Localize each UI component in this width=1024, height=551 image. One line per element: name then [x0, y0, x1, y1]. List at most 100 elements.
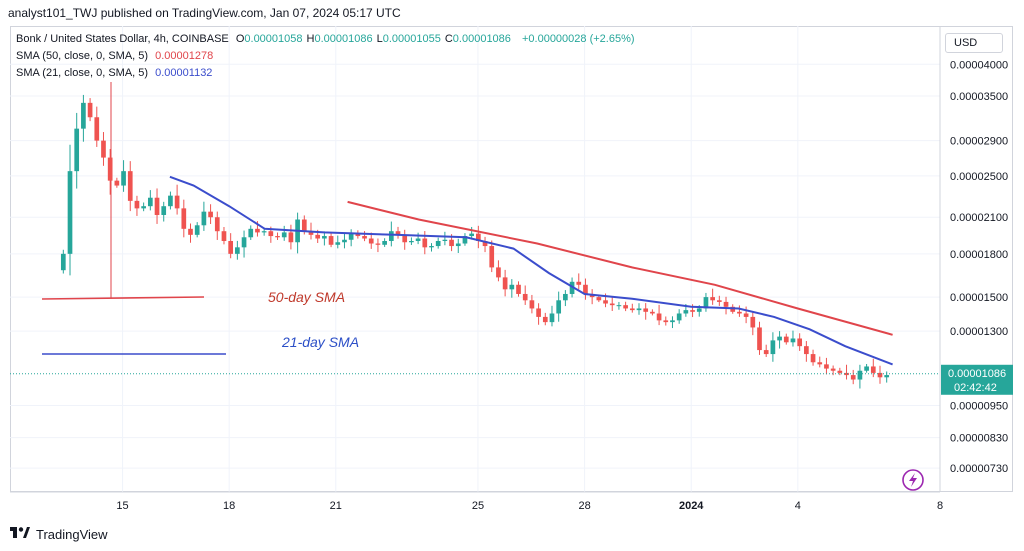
legend-symbol-row: Bonk / United States Dollar, 4h, COINBAS… — [16, 33, 635, 45]
candle-body-17 — [174, 195, 180, 209]
y-tick-label-6: 0.00001500 — [950, 292, 1008, 304]
y-tick-label-8: 0.00000950 — [950, 401, 1008, 413]
candle-body-76 — [569, 281, 575, 294]
chart-frame — [10, 26, 1013, 492]
grid-lines — [10, 26, 941, 492]
y-tick-label-0: 0.00004000 — [950, 59, 1008, 71]
candle-body-43 — [348, 233, 354, 240]
candle-body-19 — [188, 228, 193, 235]
candle-body-98 — [716, 300, 722, 302]
candle-body-64 — [489, 246, 495, 268]
candle-body-120 — [864, 366, 869, 371]
candle-body-75 — [563, 293, 568, 301]
candle-body-16 — [168, 195, 173, 207]
candle-body-93 — [683, 310, 689, 314]
publisher-line: analyst101_TWJ published on TradingView.… — [8, 6, 401, 20]
candle-body-89 — [656, 313, 662, 321]
candle-body-113 — [817, 362, 823, 365]
legend-sma21-row: SMA (21, close, 0, SMA, 5) 0.00001132 — [16, 67, 212, 79]
candle-body-33 — [281, 232, 287, 238]
candle-body-92 — [676, 313, 682, 321]
candle-body-51 — [402, 234, 408, 243]
candle-body-46 — [368, 238, 374, 244]
candle-body-88 — [650, 311, 655, 314]
y-tick-label-1: 0.00003500 — [950, 91, 1008, 103]
candle-body-83 — [616, 305, 622, 307]
candle-body-96 — [703, 297, 709, 309]
y-tick-label-5: 0.00001800 — [950, 249, 1008, 261]
last-price-value: 0.00001086 — [948, 368, 1006, 380]
candle-body-20 — [194, 225, 200, 235]
candle-body-104 — [757, 327, 762, 351]
candle-body-68 — [516, 284, 521, 294]
sma50-label: SMA (50, close, 0, SMA, 5) — [16, 50, 149, 62]
candle-body-107 — [777, 336, 782, 341]
candle-body-60 — [462, 236, 468, 244]
candle-body-81 — [603, 300, 608, 304]
candle-body-24 — [221, 231, 227, 241]
footer-brand: TradingView — [10, 527, 108, 542]
sma21-annotation: 21-day SMA — [281, 334, 359, 350]
candle-body-10 — [127, 171, 133, 201]
candle-body-9 — [121, 171, 126, 186]
candle-body-122 — [877, 372, 883, 378]
candle-body-11 — [134, 200, 140, 209]
candle-body-82 — [609, 303, 615, 306]
candles — [60, 94, 890, 389]
legend-sma50-row: SMA (50, close, 0, SMA, 5) 0.00001278 — [16, 50, 213, 62]
last-price-tag: 0.00001086 02:42:42 — [941, 364, 1013, 395]
candle-body-23 — [214, 217, 220, 232]
candle-body-29 — [255, 228, 260, 233]
candle-body-118 — [850, 375, 856, 380]
candle-body-44 — [355, 233, 361, 237]
y-tick-label-2: 0.00002900 — [950, 136, 1008, 148]
candle-body-110 — [797, 338, 803, 347]
currency-button[interactable]: USD — [945, 33, 1003, 53]
time-axis: 15 18 21 25 28 2024 4 8 — [116, 500, 943, 512]
candle-body-115 — [830, 368, 836, 371]
candle-body-117 — [844, 372, 849, 376]
candle-body-87 — [643, 308, 649, 312]
lightning-icon[interactable] — [902, 469, 924, 491]
candle-body-27 — [241, 237, 247, 248]
candle-body-103 — [750, 316, 756, 328]
x-tick-label-1: 18 — [223, 500, 235, 512]
candle-body-38 — [315, 234, 321, 239]
ohlc-o: O0.00001058 — [235, 33, 303, 45]
candle-body-26 — [235, 247, 240, 254]
candle-body-4 — [87, 102, 93, 118]
candle-body-13 — [147, 197, 153, 207]
candle-body-102 — [743, 313, 749, 317]
candle-body-95 — [696, 308, 702, 312]
candle-body-99 — [723, 301, 729, 307]
candle-body-42 — [342, 239, 347, 243]
candle-body-48 — [382, 240, 387, 245]
candle-body-69 — [522, 293, 528, 301]
candle-body-70 — [529, 300, 535, 309]
candle-body-12 — [141, 206, 146, 209]
y-tick-label-9: 0.00000830 — [950, 433, 1008, 445]
candle-body-67 — [509, 284, 515, 290]
legend-change: +0.00000028 (+2.65%) — [521, 33, 635, 45]
candle-body-90 — [663, 320, 669, 323]
candle-body-74 — [556, 300, 562, 314]
candle-body-72 — [542, 316, 548, 323]
candle-body-63 — [482, 240, 488, 247]
candle-body-106 — [770, 340, 776, 355]
countdown-timer: 02:42:42 — [954, 382, 997, 394]
candle-body-91 — [670, 320, 675, 323]
ohlc-c: C0.00001086 — [444, 33, 511, 45]
candle-body-49 — [388, 231, 394, 241]
sma50-value: 0.00001278 — [155, 50, 214, 62]
candle-body-123 — [884, 375, 890, 378]
candle-body-39 — [322, 236, 327, 239]
candle-body-61 — [469, 233, 474, 237]
candle-body-47 — [375, 243, 381, 245]
candle-body-57 — [442, 239, 448, 241]
candle-body-80 — [596, 297, 602, 301]
candle-body-86 — [636, 308, 642, 311]
y-tick-label-3: 0.00002500 — [950, 171, 1008, 183]
candle-body-114 — [824, 364, 829, 369]
x-tick-label-2: 21 — [330, 500, 342, 512]
